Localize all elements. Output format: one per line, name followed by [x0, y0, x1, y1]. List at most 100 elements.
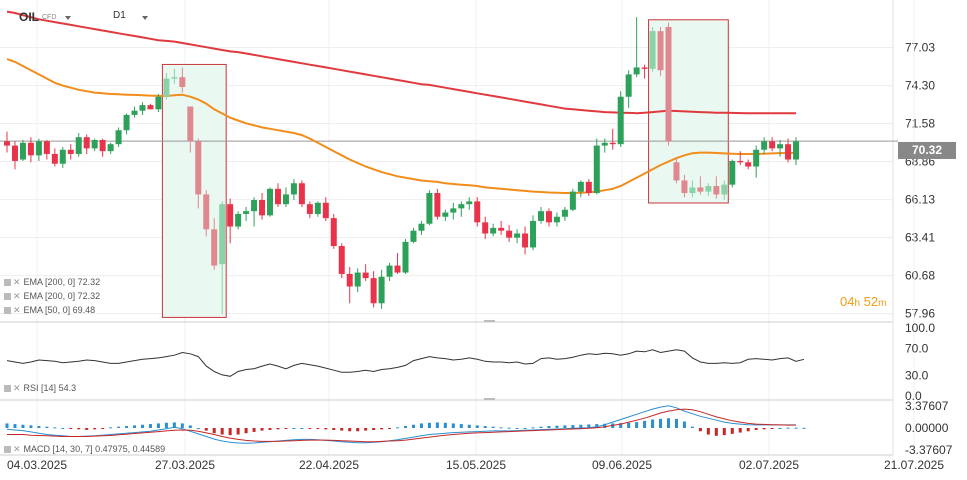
macd-histogram-bar — [411, 424, 415, 428]
macd-histogram-bar — [276, 428, 280, 430]
candle — [203, 190, 210, 237]
legend-ema-3[interactable]: ✕ EMA [50, 0] 69.48 — [4, 305, 95, 316]
macd-histogram-bar — [164, 422, 168, 428]
candle — [4, 131, 10, 153]
candle — [593, 138, 600, 195]
timeframe-dropdown-icon[interactable] — [142, 16, 148, 20]
candle — [51, 148, 58, 167]
candle-body — [713, 186, 720, 195]
legend-rsi[interactable]: ✕ RSI [14] 54.3 — [4, 383, 76, 394]
candle-body — [235, 213, 242, 227]
candle-body — [569, 191, 576, 210]
candle — [713, 176, 720, 199]
macd-histogram-bar — [802, 427, 806, 429]
candle — [514, 229, 521, 244]
macd-histogram-bar — [324, 428, 328, 430]
candle — [330, 213, 337, 249]
close-icon[interactable]: ✕ — [13, 305, 21, 315]
candle — [697, 176, 704, 195]
macd-histogram-bar — [547, 426, 551, 428]
signal-line — [7, 408, 796, 443]
price-axis-tick-label: 60.68 — [905, 269, 935, 283]
candle — [179, 67, 186, 93]
legend-macd[interactable]: ✕ MACD [14, 30, 7] 0.47975, 0.44589 — [4, 444, 165, 455]
macd-histogram-bar — [698, 428, 702, 432]
candle — [522, 226, 529, 255]
close-icon[interactable]: ✕ — [13, 291, 21, 301]
candle-body — [163, 78, 170, 97]
candle-body — [458, 204, 465, 209]
candle — [761, 137, 768, 154]
macd-histogram-bar — [69, 428, 73, 429]
macd-histogram-bar — [674, 418, 678, 428]
candle-body — [545, 211, 552, 223]
macd-histogram-bar — [172, 422, 176, 428]
candle — [274, 183, 281, 207]
macd-histogram-bar — [659, 418, 663, 428]
macd-histogram-bar — [29, 425, 33, 428]
candle — [434, 188, 441, 220]
candle-body — [314, 202, 321, 214]
candle — [11, 141, 18, 170]
candle — [75, 133, 82, 157]
settings-icon[interactable] — [4, 293, 11, 300]
settings-icon[interactable] — [4, 385, 11, 392]
date-axis-tick-label: 21.07.2025 — [884, 458, 944, 472]
settings-icon[interactable] — [4, 446, 11, 453]
candle — [115, 127, 122, 147]
candle — [83, 134, 90, 154]
candle — [163, 73, 170, 100]
candle-body — [641, 67, 648, 69]
macd-histogram-bar — [380, 428, 384, 430]
candle — [649, 26, 656, 72]
candle-body — [442, 212, 449, 217]
macd-histogram-bar — [77, 428, 81, 430]
candle-body — [537, 211, 544, 221]
candle-body — [450, 208, 457, 213]
macd-histogram-bar — [794, 427, 798, 429]
candle-body — [139, 105, 146, 111]
macd-histogram-bar — [93, 428, 97, 430]
macd-histogram-bar — [507, 427, 511, 429]
rsi-axis-tick-label: 100.0 — [905, 321, 935, 335]
candle — [402, 239, 409, 274]
last-price-label: 70.32 — [898, 142, 956, 159]
candle — [243, 206, 250, 221]
settings-icon[interactable] — [4, 279, 11, 286]
candle — [785, 138, 792, 163]
macd-histogram-bar — [316, 428, 320, 429]
legend-ema-2[interactable]: ✕ EMA [200, 0] 72.32 — [4, 291, 100, 302]
macd-histogram-bar — [499, 427, 503, 429]
candle-body — [259, 200, 266, 216]
candle — [123, 113, 130, 135]
pane-resize-handle — [484, 320, 495, 322]
close-icon[interactable]: ✕ — [13, 444, 21, 454]
candle-body — [426, 193, 433, 224]
close-icon[interactable]: ✕ — [13, 383, 21, 393]
macd-histogram-bar — [388, 428, 392, 429]
candle — [362, 264, 369, 281]
date-axis-tick-label: 15.05.2025 — [446, 458, 506, 472]
macd-histogram-bar — [5, 423, 9, 428]
pane-resize-handle — [484, 398, 495, 400]
candle — [506, 225, 513, 242]
macd-histogram-bar — [754, 428, 758, 430]
rsi-axis-tick-label: 0.0 — [905, 389, 922, 403]
candle — [569, 188, 576, 212]
candle-body — [761, 141, 768, 150]
timeframe-selector[interactable]: D1 — [113, 10, 126, 21]
macd-histogram-bar — [778, 428, 782, 429]
candle-body — [514, 233, 521, 238]
close-icon[interactable]: ✕ — [13, 277, 21, 287]
symbol-dropdown-icon[interactable] — [65, 16, 71, 20]
candle — [354, 268, 361, 293]
legend-ema-1[interactable]: ✕ EMA [200, 0] 72.32 — [4, 277, 100, 288]
candle — [282, 187, 289, 207]
symbol-selector[interactable]: OIL — [19, 10, 39, 24]
settings-icon[interactable] — [4, 307, 11, 314]
candle-body — [354, 272, 361, 287]
candle-body — [35, 141, 42, 156]
macd-histogram-bar — [603, 423, 607, 428]
candle — [577, 180, 584, 198]
